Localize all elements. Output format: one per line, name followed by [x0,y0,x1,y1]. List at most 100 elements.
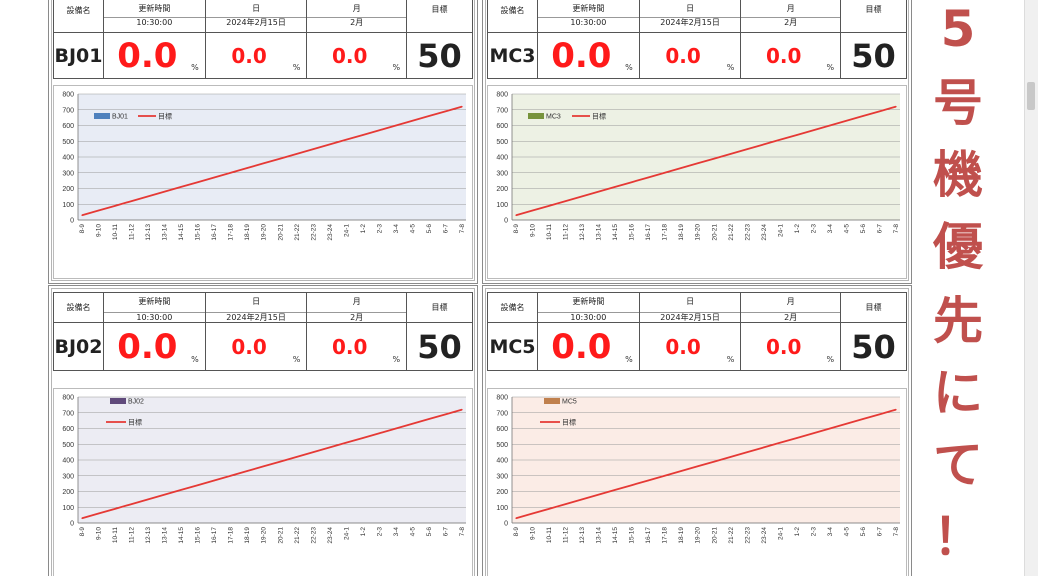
target-point [680,167,682,169]
target-point [598,191,600,193]
target-point [564,200,567,202]
equipment-name: BJ01 [53,32,104,79]
updated-value: 10:30:00 [538,17,639,27]
x-tick-label: 9-10 [96,527,103,540]
target-series-line [515,408,897,520]
x-tick-label: 19-20 [695,224,702,241]
target-point [614,489,616,491]
target-point [147,498,149,500]
month-cell: 月 2月 [306,292,408,323]
target-point [130,503,133,505]
target-point [812,432,814,434]
x-tick-label: 13-14 [596,224,603,241]
percent-unit: % [625,355,633,364]
day-rate-cell: 0.0% [638,322,742,371]
equipment-label: 設備名 [487,292,538,323]
x-tick-label: 5-6 [426,527,433,537]
y-tick-label: 800 [62,395,74,402]
x-tick-label: 3-4 [393,527,400,537]
y-tick-label: 800 [496,92,508,99]
day-rate-value: 0.0 [231,43,267,68]
x-tick-label: 20-21 [711,224,718,241]
current-rate-value: 0.0 [551,326,612,367]
x-tick-label: 22-23 [310,527,317,544]
x-tick-label: 8-9 [513,527,520,537]
x-tick-label: 22-23 [310,224,317,241]
target-point [246,470,248,472]
x-tick-label: 7-8 [893,527,900,537]
message-char: ！ [933,508,983,566]
y-tick-label: 500 [62,139,74,146]
legend-label-target: 目標 [128,418,142,427]
x-tick-label: 16-17 [211,527,218,544]
target-point [263,465,265,467]
status-table: 設備名 更新時間 10:30:00 日 2024年2月15日 月 2月 目標 B… [53,0,473,79]
x-tick-label: 10-11 [546,527,553,544]
target-point [548,205,550,207]
percent-unit: % [191,355,199,364]
month-rate-value: 0.0 [766,43,802,68]
current-rate-cell: 0.0% [102,322,206,371]
x-tick-label: 4-5 [409,224,416,234]
y-tick-label: 400 [496,458,508,465]
y-tick-label: 500 [496,442,508,449]
legend-label-target: 目標 [592,112,606,121]
x-tick-label: 23-24 [327,527,334,544]
legend-label-series: MC3 [546,114,561,121]
percent-unit: % [726,63,735,72]
target-point [614,186,616,188]
target-point [746,148,748,150]
panel-frame [51,288,475,576]
target-point [564,503,567,505]
updated-cell: 更新時間 10:30:00 [102,0,206,33]
target-point [664,475,666,477]
x-tick-label: 17-18 [228,224,235,241]
target-point [81,517,83,519]
equipment-panel-bj01: 設備名 更新時間 10:30:00 日 2024年2月15日 月 2月 目標 B… [48,0,478,284]
target-point [230,172,232,174]
target-point [862,115,864,117]
message-char: 5 [940,0,976,58]
scrollbar-thumb[interactable] [1027,82,1035,110]
target-point [812,129,814,131]
updated-label: 更新時間 [138,4,171,13]
x-tick-label: 3-4 [827,224,834,234]
month-rate-cell: 0.0% [740,32,842,79]
target-point [845,120,848,122]
x-tick-label: 17-18 [662,527,669,544]
target-point [362,134,364,136]
y-tick-label: 200 [496,489,508,496]
equipment-panel-mc5: 設備名 更新時間 10:30:00 日 2024年2月15日 月 2月 目標 M… [482,285,912,576]
equipment-name: BJ02 [53,322,104,371]
status-table: 設備名 更新時間 10:30:00 日 2024年2月15日 月 2月 目標 M… [487,0,907,79]
target-point [531,512,534,515]
x-tick-label: 2-3 [376,527,383,537]
legend-swatch-series [110,398,126,404]
target-point [147,195,149,197]
y-tick-label: 600 [62,426,74,433]
x-tick-label: 4-5 [843,527,850,537]
equipment-label: 設備名 [53,292,104,323]
target-point [329,143,331,145]
y-tick-label: 700 [496,410,508,417]
updated-label: 更新時間 [572,4,605,13]
x-tick-label: 8-9 [513,224,520,234]
month-value: 2月 [741,312,840,322]
y-tick-label: 800 [496,395,508,402]
target-point [345,139,347,141]
x-tick-label: 10-11 [546,224,553,241]
percent-unit: % [726,355,735,364]
x-tick-label: 24-1 [343,527,350,540]
y-tick-label: 0 [504,521,508,528]
target-point [697,162,699,164]
updated-value: 10:30:00 [538,312,639,322]
target-point [845,423,848,425]
x-tick-label: 14-15 [178,527,185,544]
x-tick-label: 16-17 [645,527,652,544]
target-point [461,409,463,411]
vertical-scrollbar[interactable] [1024,0,1038,576]
x-tick-label: 24-1 [343,224,350,237]
x-tick-label: 8-9 [79,527,86,537]
legend-label-series: BJ02 [128,399,144,406]
target-point [878,413,881,415]
